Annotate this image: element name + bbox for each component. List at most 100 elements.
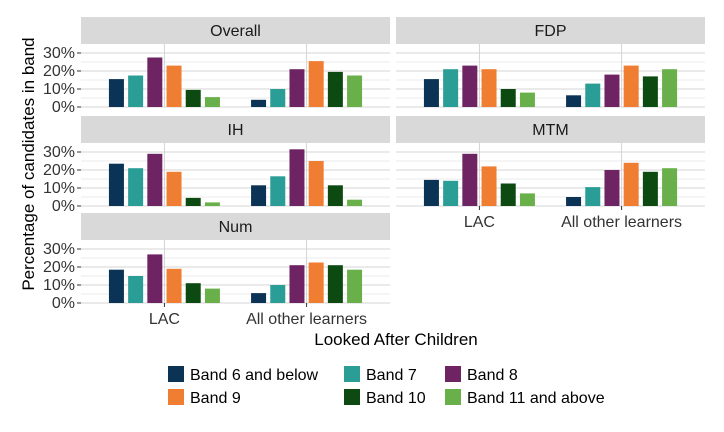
- bar: [166, 65, 182, 107]
- bar: [289, 69, 305, 107]
- facet-title: FDP: [535, 23, 567, 40]
- bar: [251, 99, 267, 107]
- facet-title: IH: [228, 122, 244, 139]
- bar: [662, 69, 678, 107]
- facet-strip: [81, 17, 390, 44]
- bar: [308, 161, 324, 206]
- legend: Band 6 and below Band 7 Band 8 Band 9 Band 1…: [168, 366, 605, 407]
- facet-strip: [81, 213, 390, 240]
- facet-strip: [396, 116, 705, 143]
- bar: [147, 254, 163, 303]
- bar: [289, 265, 305, 303]
- legend-swatch: [344, 389, 360, 405]
- facet-title: Overall: [210, 23, 261, 40]
- legend-swatch: [168, 366, 184, 382]
- bar: [185, 89, 201, 107]
- bar: [347, 199, 363, 206]
- legend-label: Band 6 and below: [190, 367, 319, 384]
- bar: [423, 179, 439, 206]
- y-tick-label: 20%: [43, 259, 75, 276]
- legend-label: Band 10: [366, 390, 426, 407]
- bar: [308, 61, 324, 107]
- bar: [662, 168, 678, 206]
- bar: [462, 153, 478, 206]
- facet-title: MTM: [532, 122, 568, 139]
- legend-swatch: [445, 389, 461, 405]
- bar: [423, 79, 439, 107]
- facet-panels: Overall0%10%20%30%FDPIH0%10%20%30%MTMLAC…: [43, 17, 705, 328]
- legend-swatch: [168, 389, 184, 405]
- bar: [166, 268, 182, 303]
- legend-item: Band 6 and below: [168, 366, 319, 384]
- bar: [585, 187, 601, 206]
- bar: [519, 92, 535, 107]
- bar: [327, 71, 343, 107]
- y-tick-label: 30%: [43, 241, 75, 258]
- bar: [251, 185, 267, 206]
- bar: [251, 293, 267, 303]
- bar: [604, 170, 620, 206]
- legend-label: Band 9: [190, 390, 241, 407]
- bar: [204, 202, 220, 206]
- bar: [108, 269, 124, 303]
- bar: [270, 285, 286, 303]
- bar: [204, 288, 220, 303]
- bar: [128, 75, 144, 107]
- bar: [500, 89, 516, 107]
- bar: [642, 76, 658, 107]
- legend-item: Band 7: [344, 366, 417, 384]
- legend-label: Band 8: [467, 367, 518, 384]
- bar: [270, 176, 286, 206]
- legend-item: Band 11 and above: [445, 389, 605, 407]
- bar: [347, 75, 363, 107]
- x-tick-label: All other learners: [246, 311, 367, 328]
- bar: [462, 65, 478, 107]
- bar: [519, 193, 535, 206]
- bar: [204, 97, 220, 107]
- y-tick-label: 10%: [43, 277, 75, 294]
- x-tick-label: LAC: [149, 311, 180, 328]
- y-tick-label: 0%: [52, 198, 75, 215]
- bar: [166, 171, 182, 206]
- bar: [128, 168, 144, 206]
- facet-panel-fdp: FDP: [396, 17, 705, 108]
- bar: [327, 265, 343, 303]
- y-tick-label: 0%: [52, 295, 75, 312]
- bar: [566, 197, 582, 206]
- bar: [185, 283, 201, 303]
- facet-title: Num: [219, 219, 253, 236]
- y-tick-label: 30%: [43, 144, 75, 161]
- y-tick-label: 0%: [52, 99, 75, 116]
- bar: [500, 183, 516, 206]
- bar: [108, 163, 124, 206]
- bar: [481, 166, 497, 206]
- bar: [327, 185, 343, 206]
- x-axis-title: Looked After Children: [314, 330, 478, 349]
- facet-panel-overall: Overall 0%10%20%30%: [43, 17, 390, 116]
- facet-strip: [396, 17, 705, 44]
- bar: [147, 57, 163, 107]
- bar: [623, 65, 639, 107]
- bar: [642, 171, 658, 206]
- y-tick-label: 20%: [43, 63, 75, 80]
- bar: [585, 83, 601, 107]
- bar: [604, 74, 620, 107]
- facet-panel-ih: IH 0%10%20%30%: [43, 116, 390, 215]
- bar: [308, 262, 324, 303]
- x-tick-label: LAC: [464, 214, 495, 231]
- facet-strip: [81, 116, 390, 143]
- bar: [108, 79, 124, 107]
- bar: [289, 149, 305, 206]
- facet-panel-num: Num 0%10%20%30% LAC All other learners: [43, 213, 390, 328]
- y-tick-label: 30%: [43, 45, 75, 62]
- legend-swatch: [445, 366, 461, 382]
- bar: [443, 180, 459, 206]
- legend-item: Band 9: [168, 389, 241, 407]
- y-tick-label: 10%: [43, 180, 75, 197]
- bar: [566, 95, 582, 107]
- bar: [270, 89, 286, 107]
- legend-item: Band 10: [344, 389, 426, 407]
- bar: [481, 69, 497, 107]
- bar: [185, 197, 201, 206]
